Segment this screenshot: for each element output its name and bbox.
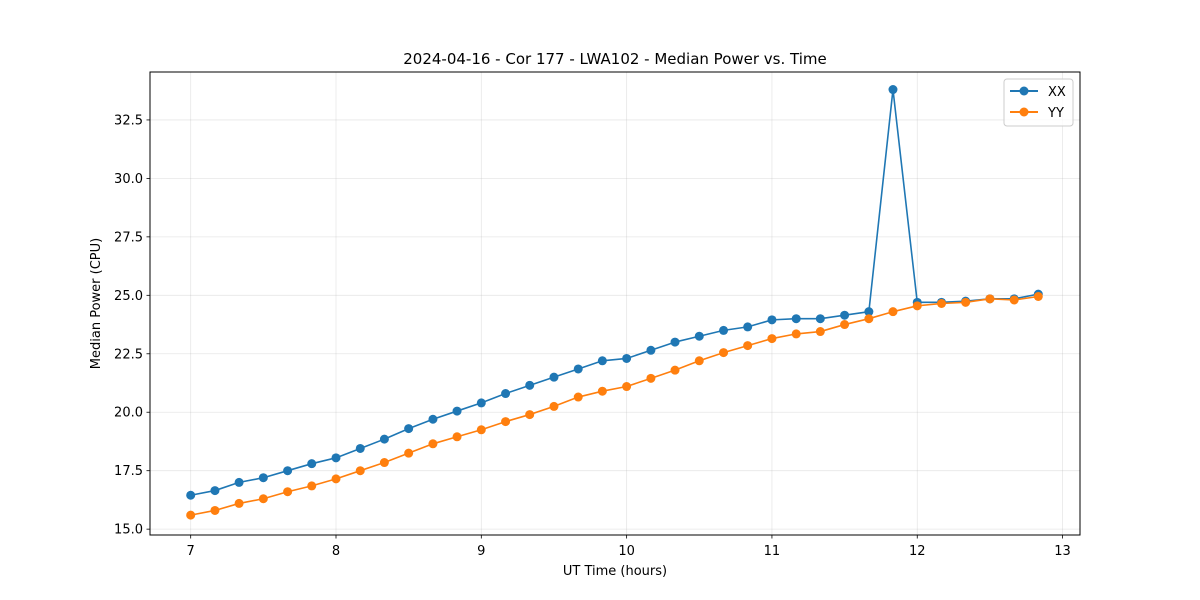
series-layer	[186, 85, 1043, 520]
x-tick-label: 9	[477, 544, 485, 559]
data-point-yy	[791, 329, 801, 339]
data-point-yy	[379, 458, 389, 468]
data-point-yy	[1009, 295, 1019, 305]
y-tick-label: 27.5	[114, 230, 143, 245]
data-point-xx	[597, 356, 607, 366]
legend-marker-yy	[1019, 107, 1029, 117]
chart-title: 2024-04-16 - Cor 177 - LWA102 - Median P…	[403, 50, 827, 68]
data-point-yy	[840, 320, 850, 330]
data-point-yy	[719, 348, 729, 358]
x-tick-label: 7	[187, 544, 195, 559]
data-point-yy	[258, 494, 268, 504]
data-point-yy	[1033, 291, 1043, 301]
x-tick-label: 11	[764, 544, 781, 559]
data-point-yy	[549, 401, 559, 411]
data-point-yy	[186, 510, 196, 520]
data-point-xx	[476, 398, 486, 408]
legend-label-xx: XX	[1048, 85, 1066, 100]
x-tick-label: 10	[618, 544, 635, 559]
y-tick-label: 32.5	[114, 113, 143, 128]
data-point-xx	[767, 315, 777, 325]
data-point-yy	[743, 341, 753, 351]
data-point-xx	[258, 473, 268, 483]
data-point-yy	[210, 505, 220, 515]
data-point-xx	[355, 443, 365, 453]
x-tick-label: 13	[1054, 544, 1071, 559]
data-point-yy	[694, 356, 704, 366]
data-point-xx	[622, 353, 632, 363]
data-point-yy	[452, 432, 462, 442]
data-point-xx	[283, 466, 293, 476]
data-point-yy	[937, 299, 947, 308]
x-axis-label: UT Time (hours)	[563, 564, 667, 579]
data-point-yy	[476, 425, 486, 435]
data-point-xx	[719, 325, 729, 335]
data-point-xx	[549, 372, 559, 382]
data-point-yy	[404, 448, 414, 458]
data-point-yy	[622, 382, 632, 392]
data-point-xx	[307, 459, 317, 469]
y-tick-label: 20.0	[114, 406, 143, 421]
data-point-yy	[912, 301, 922, 311]
data-point-yy	[985, 294, 995, 304]
data-point-xx	[888, 85, 898, 95]
data-point-xx	[186, 490, 196, 500]
data-point-xx	[234, 477, 244, 487]
grid	[150, 72, 1080, 535]
y-tick-label: 17.5	[114, 464, 143, 479]
data-point-yy	[428, 439, 438, 449]
y-tick-label: 30.0	[114, 172, 143, 187]
data-point-yy	[355, 466, 365, 476]
data-point-yy	[961, 297, 971, 307]
x-tick-label: 12	[909, 544, 926, 559]
y-tick-label: 15.0	[114, 523, 143, 538]
data-point-xx	[670, 337, 680, 347]
data-point-xx	[525, 380, 535, 390]
ticks: 7 8 9 10 11 12 13 15.0 17.5 20.0 22.5 25.0 27.5 30.0 3…	[114, 113, 1071, 559]
legend-marker-xx	[1019, 86, 1029, 96]
y-tick-label: 25.0	[114, 289, 143, 304]
data-point-yy	[767, 334, 777, 344]
data-point-yy	[670, 365, 680, 375]
data-point-yy	[573, 392, 583, 402]
y-tick-label: 22.5	[114, 347, 143, 362]
data-point-xx	[501, 389, 511, 399]
data-point-yy	[815, 327, 825, 337]
data-point-xx	[815, 314, 825, 324]
data-point-xx	[743, 322, 753, 332]
legend: XX YY	[1003, 78, 1074, 127]
x-tick-label: 8	[332, 544, 340, 559]
data-point-xx	[331, 453, 341, 463]
data-point-yy	[597, 386, 607, 396]
plot-area-frame	[149, 71, 1081, 536]
data-point-xx	[646, 345, 656, 355]
data-point-xx	[379, 434, 389, 444]
data-point-xx	[452, 406, 462, 416]
data-point-xx	[573, 364, 583, 374]
data-point-yy	[888, 307, 898, 317]
data-point-xx	[428, 414, 438, 424]
data-point-yy	[283, 487, 293, 497]
data-point-yy	[646, 373, 656, 383]
data-point-xx	[840, 310, 850, 320]
legend-label-yy: YY	[1047, 106, 1064, 121]
data-point-xx	[791, 314, 801, 324]
y-axis-label: Median Power (CPU)	[89, 238, 104, 369]
data-point-yy	[234, 498, 244, 508]
data-point-xx	[864, 307, 874, 317]
data-point-yy	[331, 474, 341, 484]
data-point-yy	[307, 481, 317, 491]
data-point-yy	[525, 410, 535, 420]
data-point-xx	[404, 424, 414, 434]
data-point-xx	[210, 486, 220, 496]
data-point-yy	[864, 314, 874, 324]
data-point-yy	[501, 417, 511, 427]
data-point-xx	[694, 331, 704, 341]
